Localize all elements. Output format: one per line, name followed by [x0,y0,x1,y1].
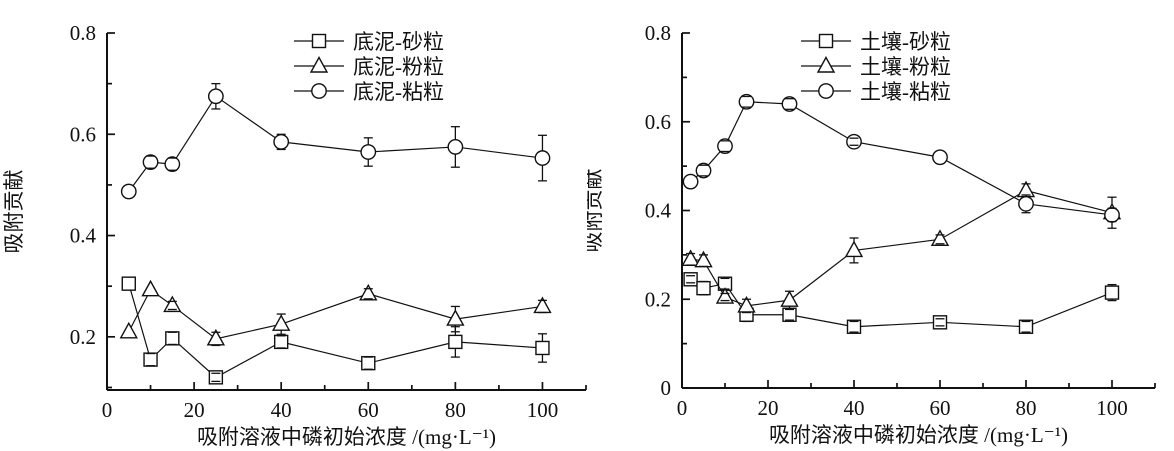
square-marker-icon [143,352,158,367]
y-tick-label: 0.4 [70,224,97,248]
square-marker-icon [1018,319,1034,334]
square-marker-icon [932,315,948,330]
triangle-marker-icon [816,56,836,73]
legend-label: 底泥-砂粒 [353,30,444,54]
axes [106,33,586,391]
square-marker-icon [208,370,224,385]
x-tick-label: 40 [271,398,292,422]
square-marker-icon [1104,285,1120,300]
series-triangle [119,279,552,347]
square-marker-icon [818,33,834,49]
square-marker-icon [535,340,550,356]
y-tick-label: 0.2 [70,325,96,349]
y-tick-label: 0.2 [645,287,671,311]
x-tick-label: 100 [1096,396,1128,420]
circle-marker-icon [846,133,862,150]
x-tick-label: 40 [844,396,865,420]
ticks [106,32,587,390]
y-axis-title: 吸附贡献 [2,170,26,254]
square-marker-icon [165,331,180,346]
error-bars-square [146,326,547,383]
circle-marker-icon [818,83,834,99]
circle-marker-icon [311,83,327,99]
x-tick-label: 100 [527,398,559,422]
square-marker-icon [273,334,289,350]
circle-marker-icon [1018,195,1034,212]
legend-label: 土壤-粉粒 [860,55,951,79]
triangle-marker-icon [141,279,160,297]
legend-label: 土壤-粘粒 [860,80,951,104]
y-tick-label: 0.4 [645,199,672,223]
y-tick-label: 0 [661,376,672,400]
x-tick-label: 0 [677,396,688,420]
error-bars-triangle [686,183,1117,314]
error-bars-triangle [167,288,547,347]
soil-chart-panel: 0 20 40 60 80 100 0 0.2 0.4 0.6 0.8 吸附溶液中磷初始浓度 /(mg… [581,0,1174,451]
circle-marker-icon [695,162,712,179]
circle-marker-icon [360,144,377,160]
series-triangle [681,180,1122,314]
sediment-chart-svg: 0 20 40 60 80 100 0.2 0.4 0.6 0.8 吸附溶液中磷初始浓度 /(mg·… [2,21,587,449]
square-marker-icon [311,33,327,49]
error-bars-circle [699,95,1117,223]
series-circle [682,93,1120,223]
x-tick-label: 60 [358,398,379,422]
square-marker-icon [846,319,862,334]
triangle-marker-icon [780,290,799,307]
triangle-marker-icon [715,287,735,304]
x-tick-label: 20 [184,398,205,422]
legend-label: 底泥-粘粒 [353,80,444,104]
square-marker-icon [683,272,698,287]
triangle-marker-icon [359,283,378,301]
x-tick-label: 80 [1016,396,1037,420]
triangle-marker-icon [271,314,291,331]
circle-marker-icon [932,149,948,166]
series-circle [120,82,551,200]
circle-marker-icon [447,139,464,155]
tick-labels: 0 20 40 60 80 100 0.2 0.4 0.6 0.8 [70,21,558,422]
square-marker-icon [448,334,463,350]
x-tick-label: 60 [930,396,951,420]
circle-marker-icon [534,150,551,166]
x-axis-title: 吸附溶液中磷初始浓度 /(mg·L⁻¹) [197,425,496,449]
legend-label: 底泥-粉粒 [353,55,444,79]
error-bars-circle [146,82,547,182]
tick-labels: 0 20 40 60 80 100 0 0.2 0.4 0.6 0.8 [645,21,1128,420]
ticks [681,32,1156,389]
legend-label: 土壤-砂粒 [860,30,951,54]
square-marker-icon [361,355,376,371]
triangle-marker-icon [930,229,950,247]
series-square [121,276,550,385]
x-tick-label: 0 [102,398,113,422]
circle-marker-icon [120,183,137,200]
x-tick-label: 20 [758,396,779,420]
y-tick-label: 0.6 [70,122,96,146]
circle-marker-icon [738,93,755,110]
triangle-marker-icon [309,56,329,73]
circle-marker-icon [682,173,699,190]
y-axis-title: 吸附贡献 [587,169,605,253]
square-marker-icon [782,307,797,322]
circle-marker-icon [207,88,224,105]
circle-marker-icon [164,156,181,173]
triangle-marker-icon [163,295,182,313]
square-marker-icon [696,280,711,296]
x-tick-label: 80 [445,398,466,422]
y-tick-label: 0.8 [70,21,96,45]
triangle-marker-icon [119,321,138,339]
soil-chart-svg: 0 20 40 60 80 100 0 0.2 0.4 0.6 0.8 吸附溶液中磷初始浓度 /(mg… [581,21,1156,447]
x-axis-title: 吸附溶液中磷初始浓度 /(mg·L⁻¹) [769,423,1068,447]
sediment-chart-panel: 0 20 40 60 80 100 0.2 0.4 0.6 0.8 吸附溶液中磷初始浓度 /(mg·… [2,21,587,449]
circle-marker-icon [142,154,159,171]
circle-marker-icon [1104,207,1120,223]
circle-marker-icon [717,138,733,155]
square-marker-icon [121,276,136,291]
y-tick-label: 0.8 [645,21,671,45]
circle-marker-icon [781,96,798,112]
circle-marker-icon [273,133,290,150]
y-tick-label: 0.6 [645,110,671,134]
